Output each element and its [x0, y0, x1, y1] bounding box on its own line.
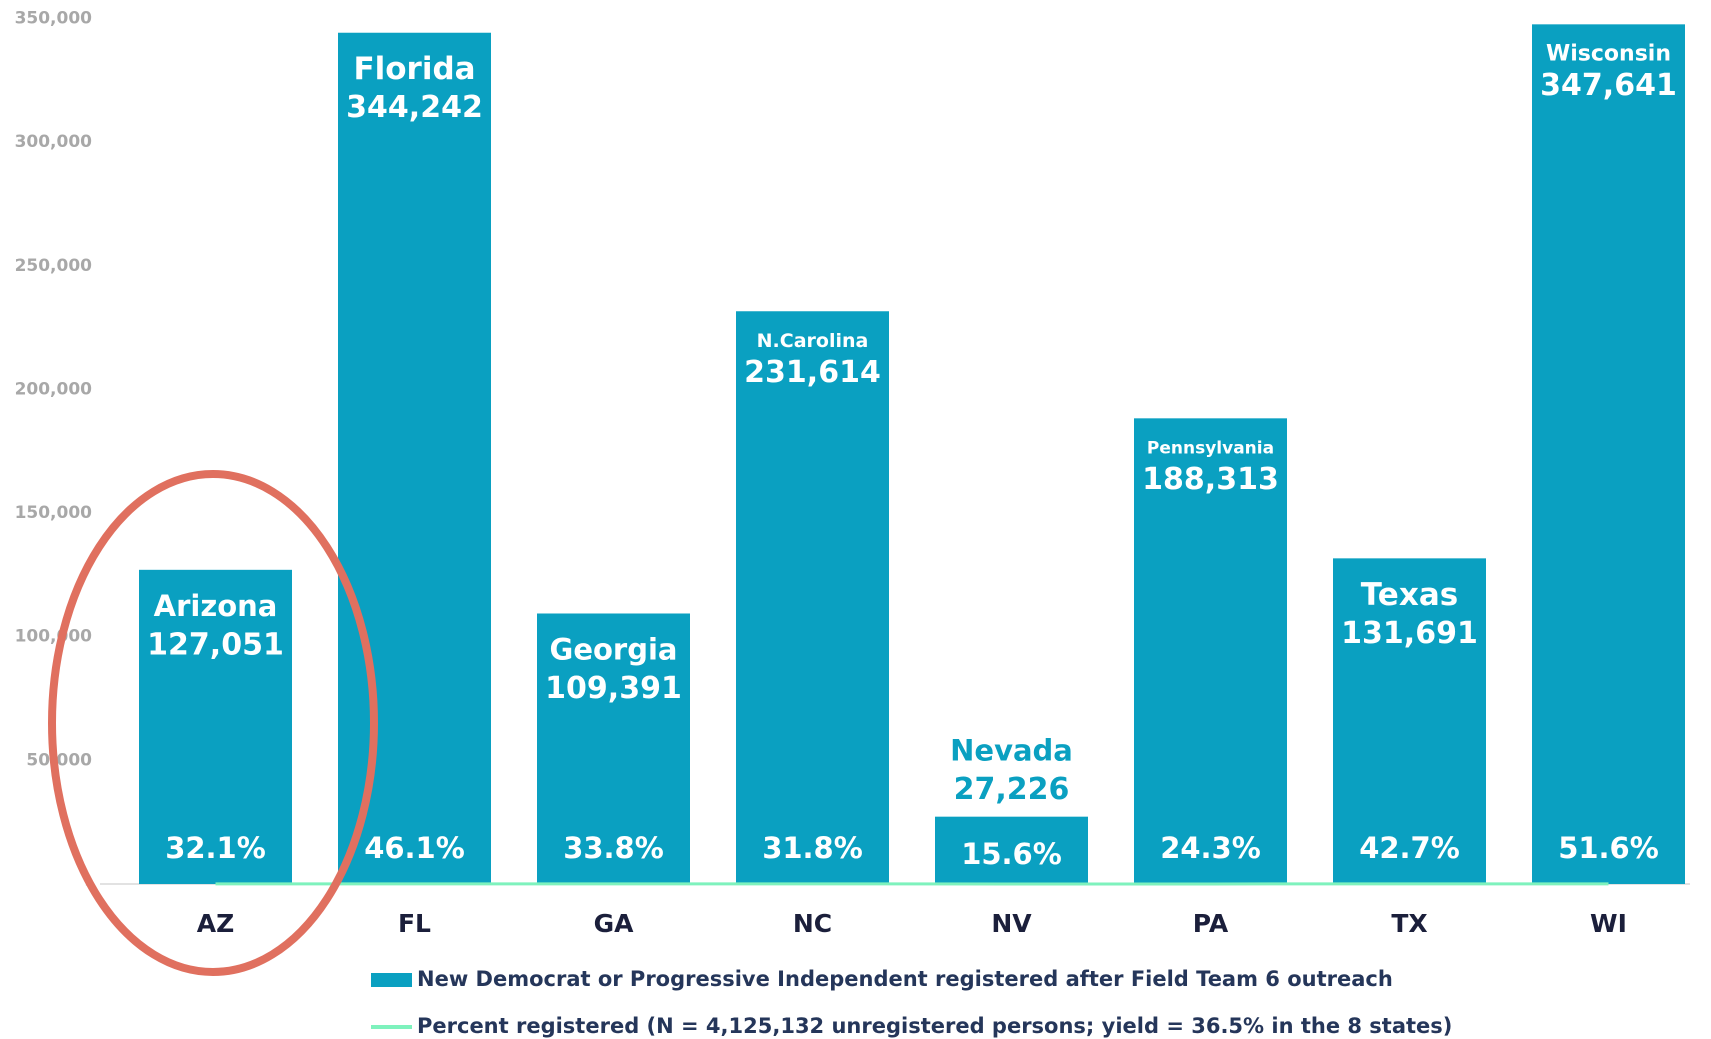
- bar-value-label: 27,226: [954, 772, 1070, 807]
- bar: [537, 613, 690, 884]
- bar: [736, 311, 889, 884]
- percent-label: 15.6%: [961, 837, 1062, 871]
- y-tick-label: 350,000: [15, 9, 93, 29]
- legend-label: New Democrat or Progressive Independent …: [417, 967, 1393, 991]
- bar-name-label: Texas: [1361, 577, 1458, 613]
- percent-label: 32.1%: [165, 831, 266, 865]
- bar: [1134, 418, 1287, 884]
- bar-value-label: 109,391: [545, 671, 682, 706]
- percent-label: 42.7%: [1359, 831, 1460, 865]
- percent-label: 51.6%: [1558, 831, 1659, 865]
- bar-name-label: N.Carolina: [757, 330, 869, 352]
- y-tick-label: 200,000: [15, 379, 93, 399]
- y-tick-label: 300,000: [15, 132, 93, 152]
- bar-name-label: Arizona: [154, 589, 278, 623]
- y-tick-label: 250,000: [15, 256, 93, 276]
- legend-swatch: [371, 973, 412, 987]
- bar: [1532, 24, 1685, 884]
- percent-label: 46.1%: [364, 831, 465, 865]
- highlight-circle: [48, 470, 378, 976]
- y-tick-label: 100,000: [15, 627, 93, 647]
- x-tick-label: TX: [1391, 909, 1427, 938]
- y-tick-label: 50,000: [26, 750, 92, 770]
- x-tick-label: WI: [1590, 909, 1627, 938]
- bar-value-label: 344,242: [346, 90, 483, 125]
- bar-name-label: Florida: [353, 51, 475, 87]
- legend-label: Percent registered (N = 4,125,132 unregi…: [417, 1014, 1452, 1038]
- x-tick-label: GA: [594, 909, 635, 938]
- percent-label: 33.8%: [563, 831, 664, 865]
- bar-value-label: 188,313: [1142, 462, 1279, 497]
- bar-name-label: Nevada: [950, 734, 1073, 768]
- bar-value-label: 231,614: [744, 355, 881, 390]
- x-tick-label: NC: [793, 909, 832, 938]
- bar: [338, 32, 491, 885]
- bar-name-label: Pennsylvania: [1147, 438, 1274, 458]
- bar-value-label: 131,691: [1341, 616, 1478, 651]
- bar-value-label: 347,641: [1540, 68, 1677, 103]
- y-tick-label: 150,000: [15, 503, 93, 523]
- bar: [935, 816, 1088, 884]
- percent-label: 31.8%: [762, 831, 863, 865]
- x-tick-label: AZ: [197, 909, 234, 938]
- bar: [1333, 558, 1486, 884]
- x-tick-label: PA: [1193, 909, 1229, 938]
- bar-name-label: Georgia: [550, 632, 678, 666]
- x-tick-label: FL: [398, 909, 431, 938]
- percent-label: 24.3%: [1160, 831, 1261, 865]
- bar-name-label: Wisconsin: [1546, 41, 1671, 66]
- bar-value-label: 127,051: [147, 627, 284, 662]
- bar: [139, 569, 292, 884]
- x-tick-label: NV: [991, 909, 1032, 938]
